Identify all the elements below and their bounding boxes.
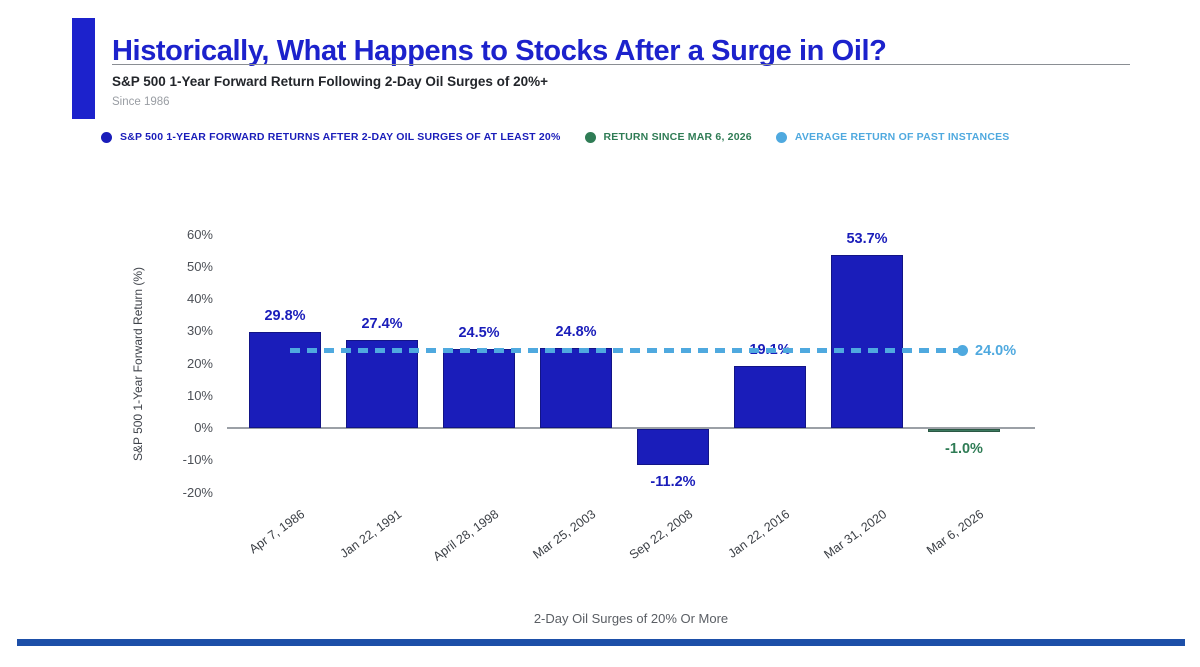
title-divider xyxy=(112,64,1130,65)
legend-item-return-since: RETURN SINCE MAR 6, 2026 xyxy=(584,131,752,143)
x-tick-label: Jan 22, 1991 xyxy=(337,507,405,561)
page-title: Historically, What Happens to Stocks Aft… xyxy=(112,35,887,68)
y-tick-label: -10% xyxy=(182,452,213,468)
y-axis-title: S&P 500 1-Year Forward Return (%) xyxy=(131,266,145,462)
average-return-dot xyxy=(957,345,968,357)
x-tick-label: Mar 6, 2026 xyxy=(924,507,987,558)
bar-5 xyxy=(637,429,709,466)
green-dot-icon xyxy=(584,131,596,143)
x-tick-label: Mar 25, 2003 xyxy=(530,507,599,562)
legend-item-average-return: AVERAGE RETURN OF PAST INSTANCES xyxy=(775,131,1010,143)
since-note: Since 1986 xyxy=(112,96,170,108)
bar-2 xyxy=(346,339,418,428)
bar-1 xyxy=(249,331,321,428)
legend-item-label: S&P 500 1-YEAR FORWARD RETURNS AFTER 2-D… xyxy=(120,131,561,143)
y-tick-label: 40% xyxy=(186,291,213,306)
navy-dot-icon xyxy=(101,131,112,143)
y-tick-label: 60% xyxy=(186,226,213,242)
legend-item-label: AVERAGE RETURN OF PAST INSTANCES xyxy=(794,131,1010,143)
bar-7 xyxy=(831,254,903,428)
bar-3 xyxy=(443,348,515,428)
bar-4 xyxy=(540,348,612,428)
x-tick-label: Sep 22, 2008 xyxy=(626,507,696,563)
bar-8 xyxy=(928,429,1000,433)
bar-value-label: 27.4% xyxy=(361,315,403,332)
chart-subtitle: S&P 500 1-Year Forward Return Following … xyxy=(112,74,549,89)
bar-value-label: 24.8% xyxy=(555,324,597,341)
y-tick-label: 0% xyxy=(194,420,213,435)
x-tick-label: Mar 31, 2020 xyxy=(821,507,890,562)
footer-accent-strip xyxy=(17,639,1185,646)
legend-item-forward-returns: S&P 500 1-YEAR FORWARD RETURNS AFTER 2-D… xyxy=(101,131,561,143)
y-tick-label: -20% xyxy=(182,484,213,500)
bar-value-label: 29.8% xyxy=(264,307,306,324)
lightblue-dot-icon xyxy=(775,131,787,143)
legend-item-label: RETURN SINCE MAR 6, 2026 xyxy=(603,131,752,143)
bar-value-label: -1.0% xyxy=(945,441,983,458)
y-tick-label: 30% xyxy=(186,323,213,339)
title-accent-bar xyxy=(72,18,95,119)
bar-value-label: -11.2% xyxy=(650,474,696,491)
x-tick-label: April 28, 1998 xyxy=(430,507,502,564)
x-tick-label: Apr 7, 1986 xyxy=(246,507,308,557)
y-tick-label: 10% xyxy=(186,387,213,403)
average-return-label: 24.0% xyxy=(975,342,1017,359)
bar-value-label: 53.7% xyxy=(846,230,888,247)
y-tick-label: 50% xyxy=(186,258,213,274)
x-axis-title: 2-Day Oil Surges of 20% Or More xyxy=(533,611,729,626)
x-tick-label: Jan 22, 2016 xyxy=(725,507,793,561)
legend: S&P 500 1-YEAR FORWARD RETURNS AFTER 2-D… xyxy=(101,131,1010,143)
x-axis-line xyxy=(227,427,1035,429)
bar-value-label: 24.5% xyxy=(458,324,500,341)
bar-6 xyxy=(734,366,806,428)
y-tick-label: 20% xyxy=(186,355,213,371)
average-return-line xyxy=(290,348,958,354)
